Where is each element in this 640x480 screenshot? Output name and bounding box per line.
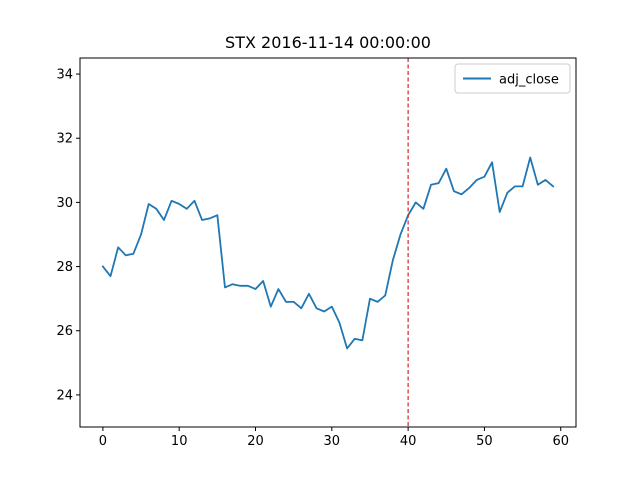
x-tick-label: 0 (99, 434, 107, 449)
x-tick-label: 20 (247, 434, 264, 449)
plot-frame (79, 57, 577, 428)
y-tick-label: 28 (56, 260, 73, 275)
x-tick-label: 40 (400, 434, 417, 449)
x-tick-label: 60 (552, 434, 569, 449)
y-tick-label: 26 (56, 324, 73, 339)
series-line-adj-close (101, 156, 555, 350)
axis-ticks: 0 10 20 30 40 50 60 24 26 28 30 32 34 (56, 68, 569, 449)
x-tick-label: 10 (171, 434, 188, 449)
x-tick-label: 30 (324, 434, 341, 449)
y-tick-label: 34 (56, 68, 73, 83)
series-layer (101, 156, 555, 350)
chart-title: STX 2016-11-14 00:00:00 (225, 33, 431, 52)
y-tick-label: 24 (56, 388, 73, 403)
legend-box (454, 63, 571, 94)
y-tick-label: 32 (56, 132, 73, 147)
y-tick-label: 30 (56, 196, 73, 211)
legend: adj_close (454, 63, 571, 94)
legend-label-adj-close: adj_close (499, 73, 559, 88)
x-tick-label: 50 (476, 434, 493, 449)
